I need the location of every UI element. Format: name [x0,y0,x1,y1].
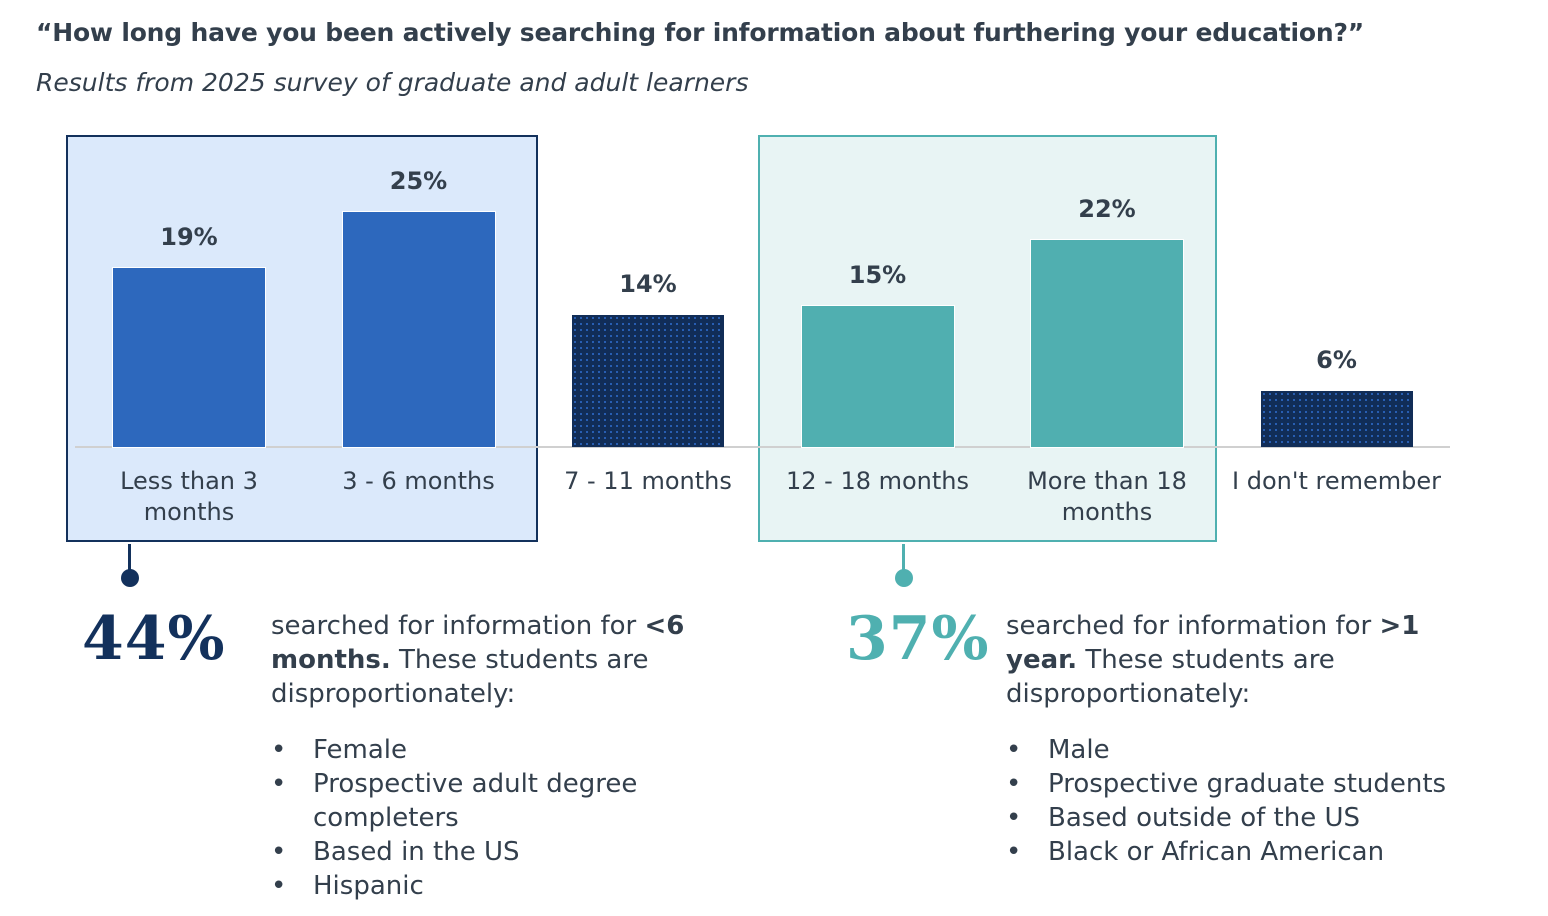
list-item-text: Black or African American [1048,837,1385,867]
category-label: I don't remember [1232,467,1441,495]
bar-0 [112,267,266,448]
category-label: 3 - 6 months [342,467,495,495]
bullet: • [271,837,287,867]
bullet-list-short: • Female • Prospective adult degree comple… [271,733,691,903]
list-item-text: Based in the US [313,837,520,867]
list-item-text: Hispanic [313,871,424,901]
value-label: 6% [1316,345,1357,374]
group-percent-long: 37% [846,604,990,674]
bar-5 [1260,390,1413,447]
list-item-text: Male [1048,735,1110,765]
list-item: • Black or African American [1006,835,1526,869]
bar-2 [572,315,724,447]
category-label: 12 - 18 months [785,467,970,495]
bullet: • [271,769,287,799]
connector-dot-long [895,569,913,587]
list-item-text: Prospective graduate students [1048,769,1447,799]
bar-1 [341,211,496,448]
list-item-text: Based outside of the US [1048,803,1360,833]
category-label: Less than 3 months [120,467,258,526]
list-item-text: Prospective adult degree completers [313,769,638,833]
list-item: • Based in the US [271,835,691,869]
bar-4 [1030,239,1184,448]
bullet: • [271,871,287,901]
connector-line-long [902,544,905,578]
list-item: • Male [1006,733,1526,767]
group-text-long: searched for information for >1 year. Th… [1006,609,1476,711]
value-label: 19% [160,223,218,252]
list-item: • Female [271,733,691,767]
bullet: • [1006,837,1022,867]
value-label: 25% [389,167,448,195]
bar-3 [800,305,955,448]
bullet: • [1006,735,1022,765]
chart-title: “How long have you been actively searchi… [36,18,1365,47]
chart-subtitle: Results from 2025 survey of graduate and… [36,68,749,97]
bullet: • [1006,803,1022,833]
value-label: 15% [848,261,907,289]
text-bold: <6 months. [271,611,685,675]
list-item: • Prospective adult degree completers [271,767,691,835]
value-label: 14% [619,270,677,299]
category-label: More than 18 months [1027,467,1187,526]
bullet: • [271,735,287,765]
text-post: These students are disproportionately: [271,645,649,709]
connector-dot-short [121,569,139,587]
list-item: • Based outside of the US [1006,801,1526,835]
group-text-short: searched for information for <6 months. … [271,609,701,711]
value-label: 22% [1078,195,1136,224]
connector-line-short [128,544,131,578]
list-item-text: Female [313,735,408,765]
text-pre: searched for information for [1006,611,1380,641]
list-item: • Prospective graduate students [1006,767,1526,801]
text-pre: searched for information for [271,611,645,641]
x-axis-line [75,446,1450,448]
bullet: • [1006,769,1022,799]
bullet-list-long: • Male • Prospective graduate students • Ba… [1006,733,1526,869]
list-item: • Hispanic [271,869,691,903]
text-bold: >1 year. [1006,611,1420,675]
group-percent-short: 44% [82,604,226,674]
text-post: These students are disproportionately: [1006,645,1335,709]
category-label: 7 - 11 months [564,467,732,495]
